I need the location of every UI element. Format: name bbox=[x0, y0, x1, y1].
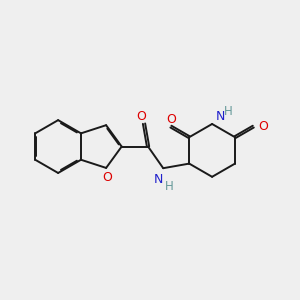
Text: N: N bbox=[215, 110, 225, 123]
Text: O: O bbox=[136, 110, 146, 123]
Text: O: O bbox=[102, 171, 112, 184]
Text: O: O bbox=[166, 113, 176, 126]
Text: O: O bbox=[258, 120, 268, 133]
Text: H: H bbox=[165, 180, 174, 193]
Text: N: N bbox=[154, 173, 163, 186]
Text: H: H bbox=[224, 105, 233, 118]
